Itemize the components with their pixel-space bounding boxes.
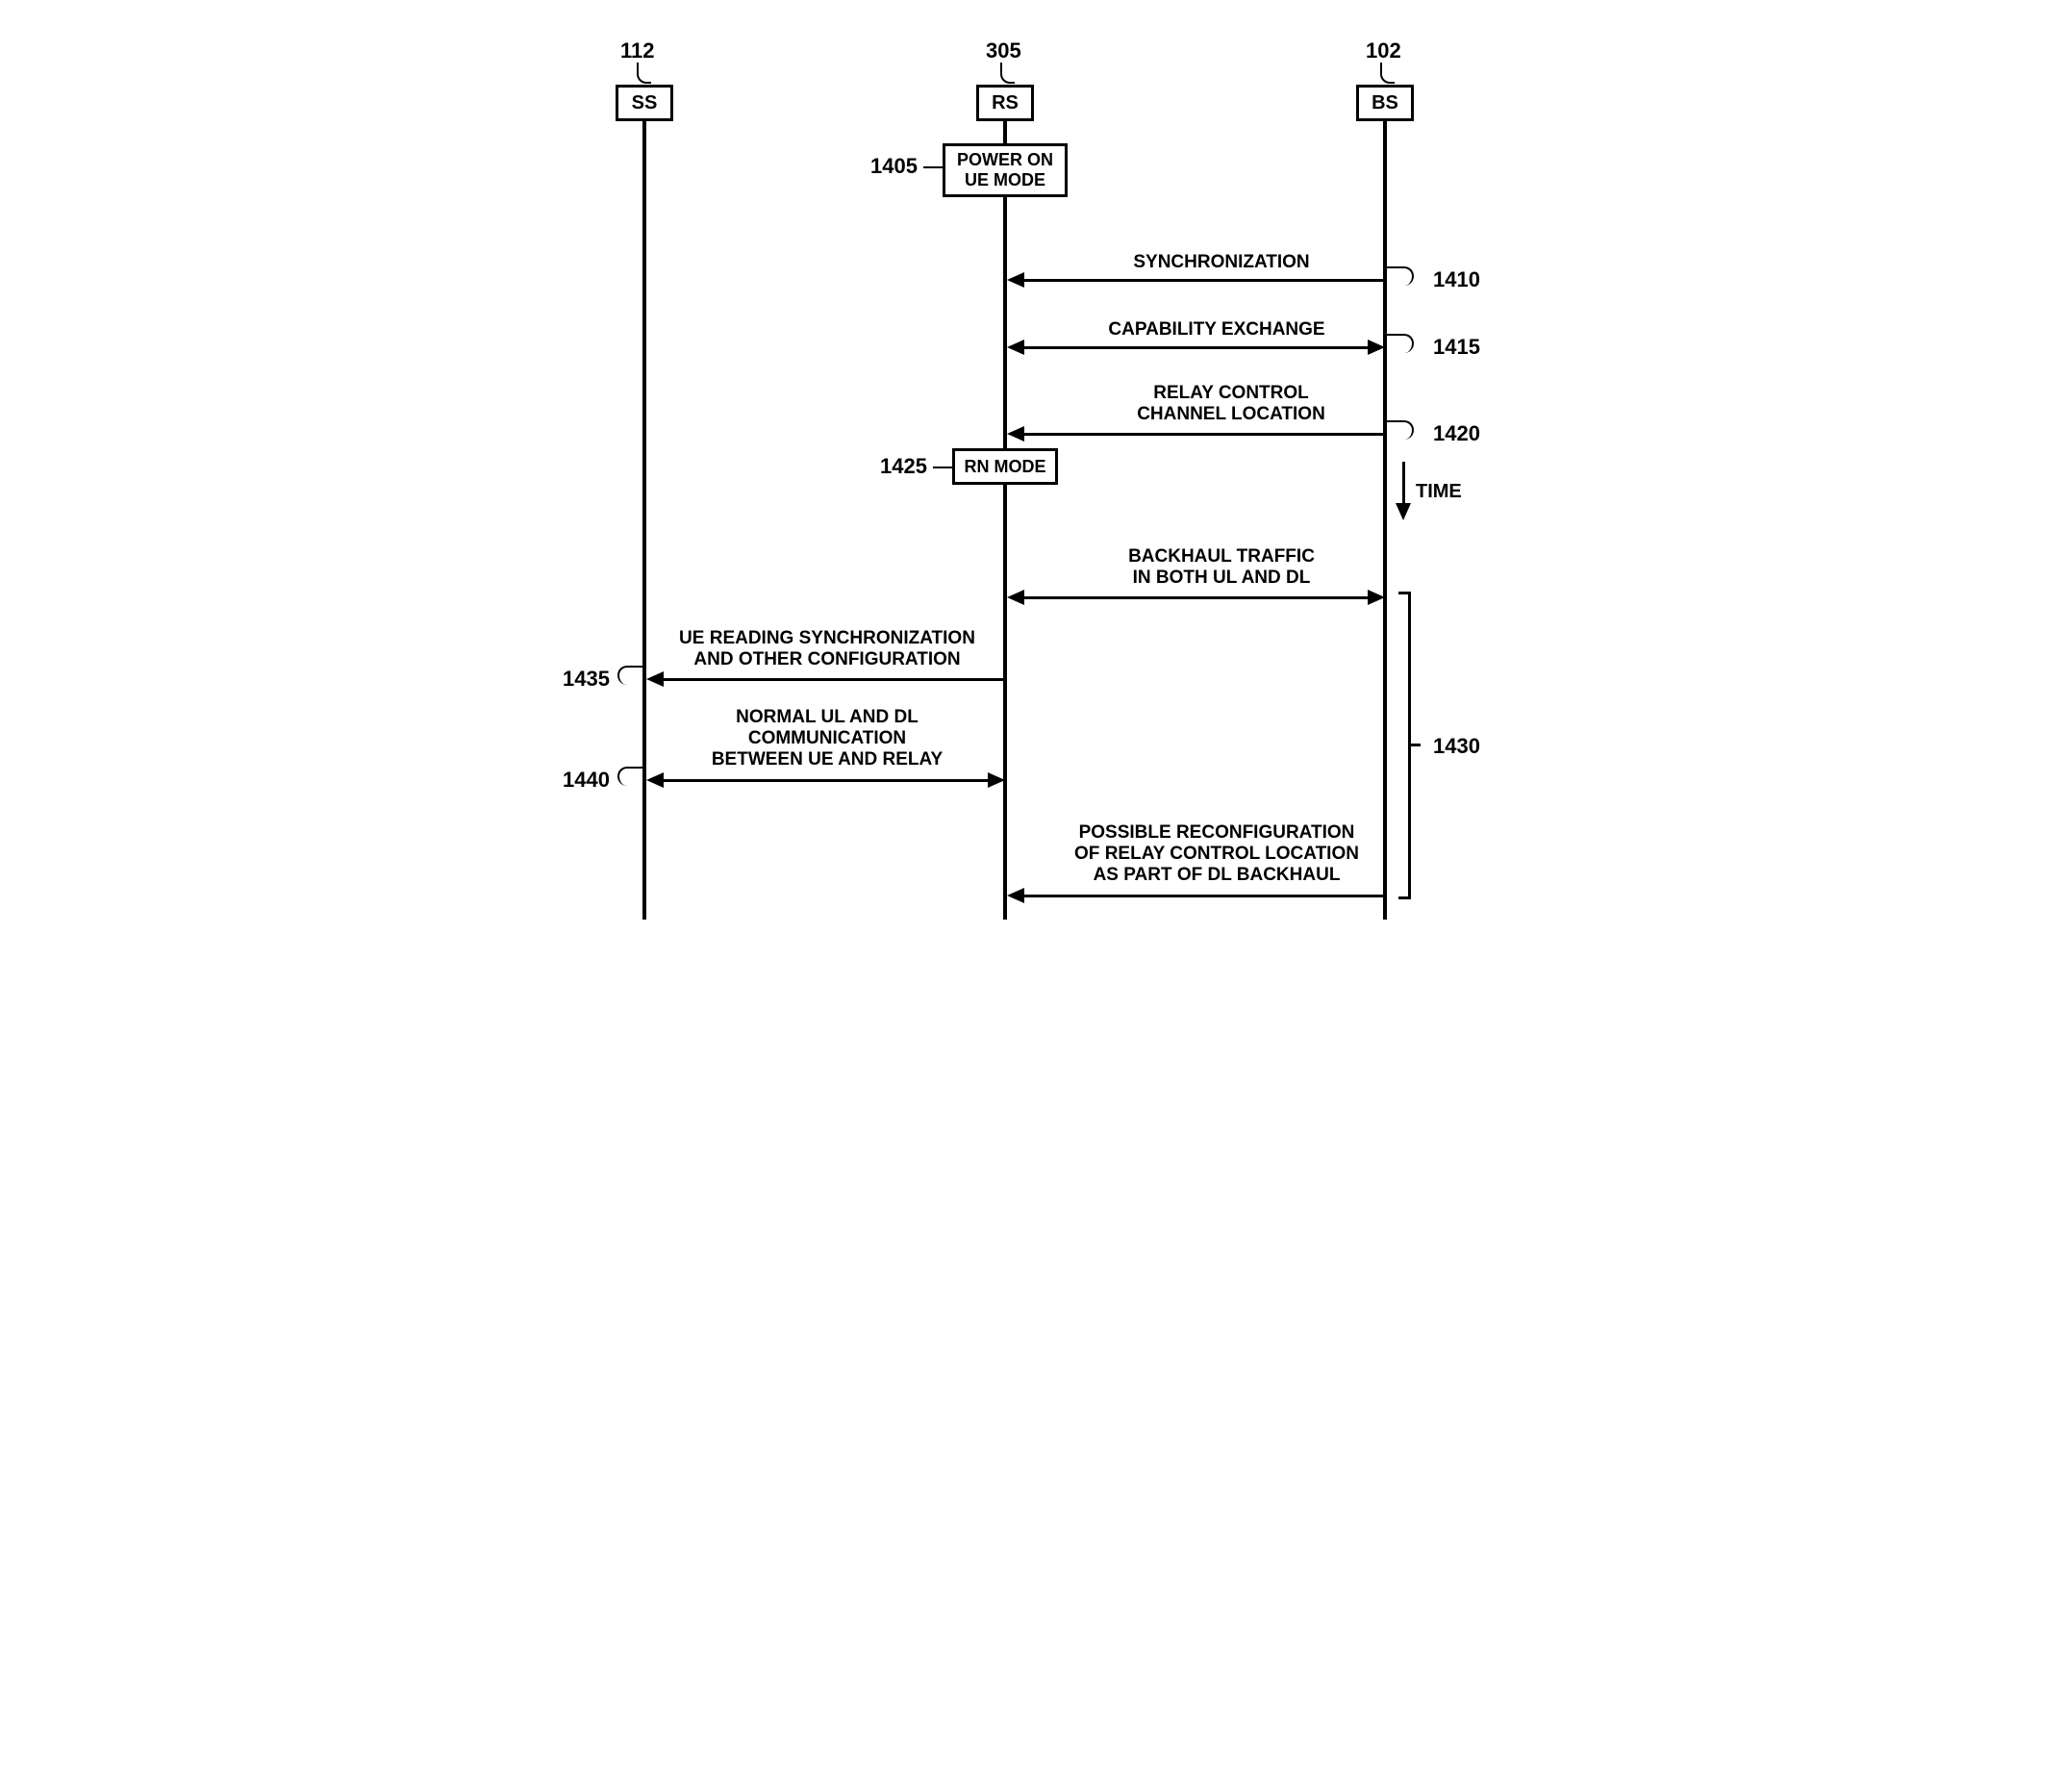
arrow-sync — [1021, 279, 1384, 282]
participant-bs-label: BS — [1372, 92, 1398, 114]
lifeline-rs-3 — [1003, 485, 1007, 920]
lifeline-ss — [642, 121, 646, 920]
power-on-box: POWER ON UE MODE — [943, 143, 1068, 197]
brace-1430-tip — [1411, 744, 1421, 746]
participant-ss-label: SS — [632, 92, 658, 114]
arrow-uldl-hl — [646, 772, 664, 788]
ref-bs: 102 — [1366, 38, 1401, 63]
participant-ss-box: SS — [616, 85, 673, 121]
arrow-reconf — [1021, 895, 1384, 897]
arrow-ueread-head — [646, 671, 664, 687]
ref-ueread: 1435 — [563, 667, 610, 692]
arrow-backhaul-hr — [1368, 590, 1385, 605]
participant-bs-box: BS — [1356, 85, 1414, 121]
arrow-uldl — [661, 779, 990, 782]
arrow-relay — [1021, 433, 1384, 436]
brace-1430 — [1399, 592, 1411, 899]
arrow-cap-hr — [1368, 340, 1385, 355]
arrow-reconf-head — [1007, 888, 1024, 903]
arrow-cap-hl — [1007, 340, 1024, 355]
rn-mode-box: RN MODE — [952, 448, 1058, 485]
lifeline-rs-2 — [1003, 197, 1007, 448]
lead-rs — [1000, 63, 1015, 84]
ref-power-on: 1405 — [870, 154, 918, 179]
msg-relay-label: RELAY CONTROL CHANNEL LOCATION — [1087, 383, 1375, 425]
ref-uldl: 1440 — [563, 768, 610, 793]
time-arrow-head — [1396, 503, 1411, 520]
participant-rs-label: RS — [992, 92, 1019, 114]
msg-uldl-label: NORMAL UL AND DL COMMUNICATION BETWEEN U… — [673, 707, 981, 770]
hook-1410 — [1385, 266, 1414, 286]
arrow-relay-head — [1007, 426, 1024, 442]
lifeline-rs-1 — [1003, 121, 1007, 143]
lead-rn-mode — [933, 467, 952, 468]
msg-sync-label: SYNCHRONIZATION — [1077, 252, 1366, 273]
participant-rs-box: RS — [976, 85, 1034, 121]
msg-cap-label: CAPABILITY EXCHANGE — [1058, 319, 1375, 341]
ref-ss: 112 — [620, 38, 655, 63]
lead-bs — [1380, 63, 1395, 84]
msg-reconf-label: POSSIBLE RECONFIGURATION OF RELAY CONTRO… — [1053, 822, 1380, 886]
lifeline-bs — [1383, 121, 1387, 920]
arrow-backhaul-hl — [1007, 590, 1024, 605]
ref-rn-mode: 1425 — [880, 454, 927, 479]
ref-rs: 305 — [986, 38, 1021, 63]
ref-cap: 1415 — [1433, 335, 1480, 360]
arrow-uldl-hr — [988, 772, 1005, 788]
hook-1435 — [617, 666, 646, 685]
rn-mode-label: RN MODE — [965, 457, 1046, 477]
sequence-diagram: 112 SS 305 RS 102 BS POWER ON UE MODE 14… — [519, 38, 1545, 923]
lead-ss — [637, 63, 651, 84]
ref-relay: 1420 — [1433, 421, 1480, 446]
hook-1420 — [1385, 420, 1414, 440]
arrow-sync-head — [1007, 272, 1024, 288]
time-arrow-line — [1402, 462, 1405, 505]
power-on-label: POWER ON UE MODE — [957, 150, 1053, 189]
msg-backhaul-label: BACKHAUL TRAFFIC IN BOTH UL AND DL — [1077, 546, 1366, 589]
hook-1440 — [617, 767, 646, 786]
hook-1415 — [1385, 334, 1414, 353]
msg-ueread-label: UE READING SYNCHRONIZATION AND OTHER CON… — [664, 628, 991, 670]
ref-sync: 1410 — [1433, 267, 1480, 292]
arrow-cap — [1021, 346, 1370, 349]
lead-power-on — [923, 166, 943, 168]
time-label: TIME — [1416, 481, 1462, 503]
arrow-backhaul — [1021, 596, 1370, 599]
ref-1430: 1430 — [1433, 734, 1480, 759]
arrow-ueread — [661, 678, 1004, 681]
